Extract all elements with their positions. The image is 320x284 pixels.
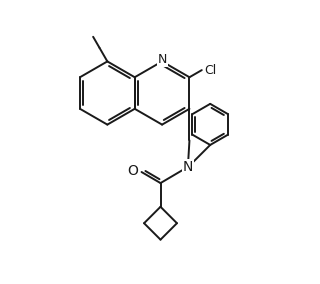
Text: O: O [127,164,138,178]
Text: N: N [183,160,193,174]
Text: Cl: Cl [204,64,217,77]
Text: N: N [158,53,167,66]
